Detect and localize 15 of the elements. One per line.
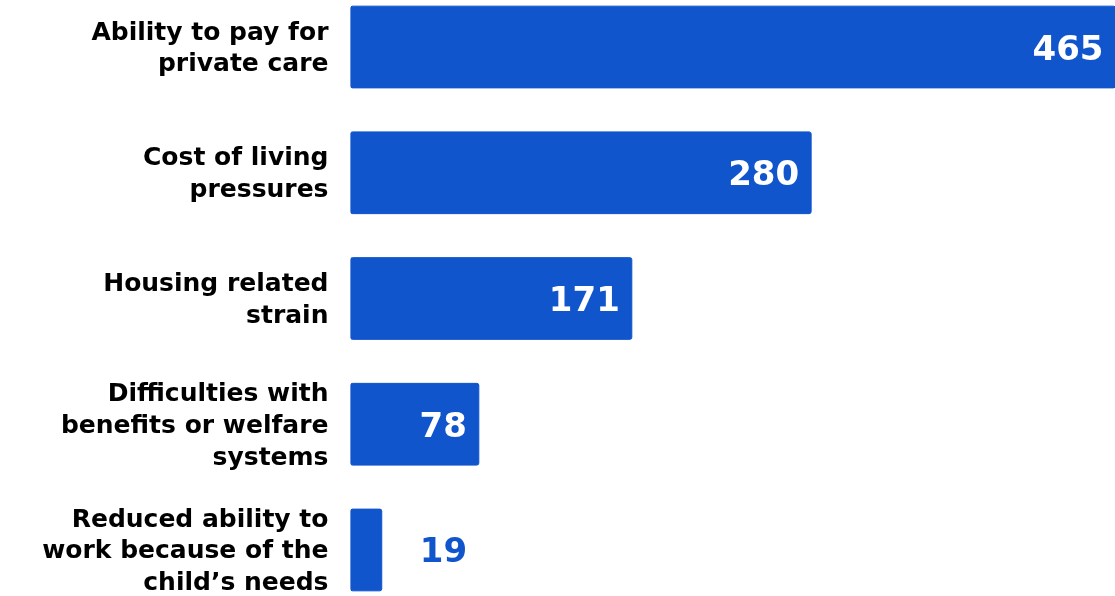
y-tick-label: Cost of living pressures xyxy=(142,142,329,204)
y-tick-label: Housing related strain xyxy=(103,268,329,329)
y-tick-label: Difficulties with benefits or welfare systems xyxy=(60,377,329,471)
data-label: 280 xyxy=(728,153,800,194)
bar xyxy=(350,382,480,466)
y-tick-label: Reduced ability to work because of the child’s needs xyxy=(42,503,329,596)
bar xyxy=(350,257,633,340)
data-label: 171 xyxy=(548,279,620,319)
data-label: 78 xyxy=(419,404,467,445)
bar xyxy=(350,508,383,592)
bar xyxy=(350,5,1115,89)
bar xyxy=(350,131,812,215)
data-label: 465 xyxy=(1032,27,1104,68)
data-label: 19 xyxy=(419,530,468,571)
y-tick-label: Ability to pay for private care xyxy=(91,16,330,78)
